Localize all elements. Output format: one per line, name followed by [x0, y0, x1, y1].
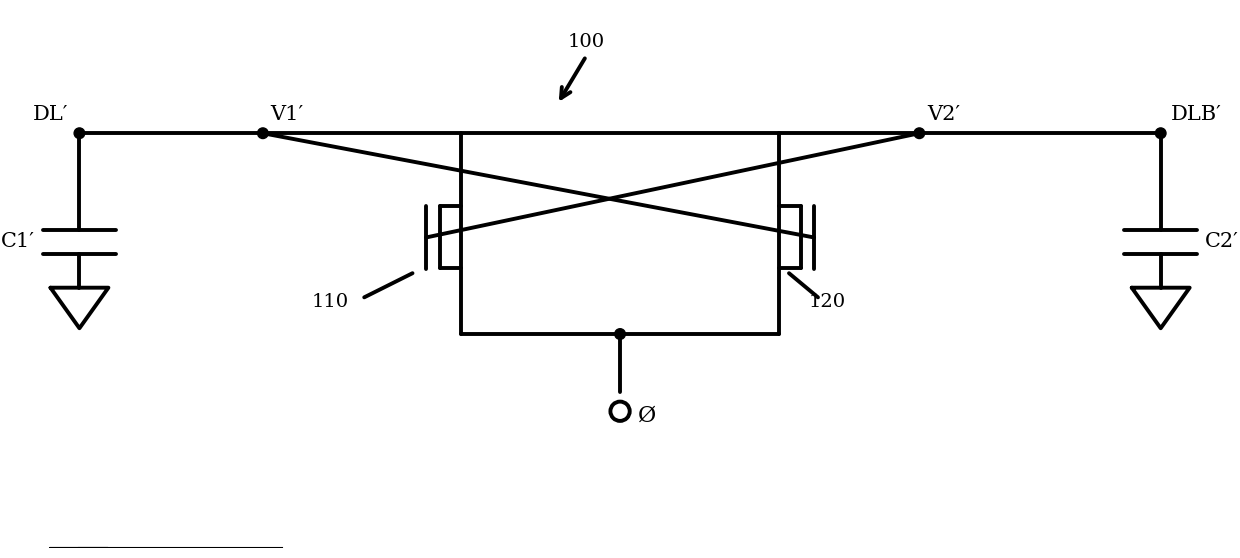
Text: C2′: C2′	[1205, 232, 1239, 251]
Text: C1′: C1′	[1, 232, 35, 251]
Text: 110: 110	[311, 293, 348, 311]
Text: V2′: V2′	[928, 104, 960, 123]
Text: Ø: Ø	[637, 405, 656, 427]
Text: 100: 100	[568, 32, 605, 51]
Text: V1′: V1′	[270, 104, 304, 123]
Text: 120: 120	[808, 293, 846, 311]
Circle shape	[914, 128, 925, 138]
Circle shape	[615, 329, 625, 339]
Circle shape	[258, 128, 268, 138]
Circle shape	[1156, 128, 1166, 138]
Circle shape	[74, 128, 84, 138]
Text: DL′: DL′	[32, 104, 68, 123]
Text: DLB′: DLB′	[1171, 104, 1221, 123]
